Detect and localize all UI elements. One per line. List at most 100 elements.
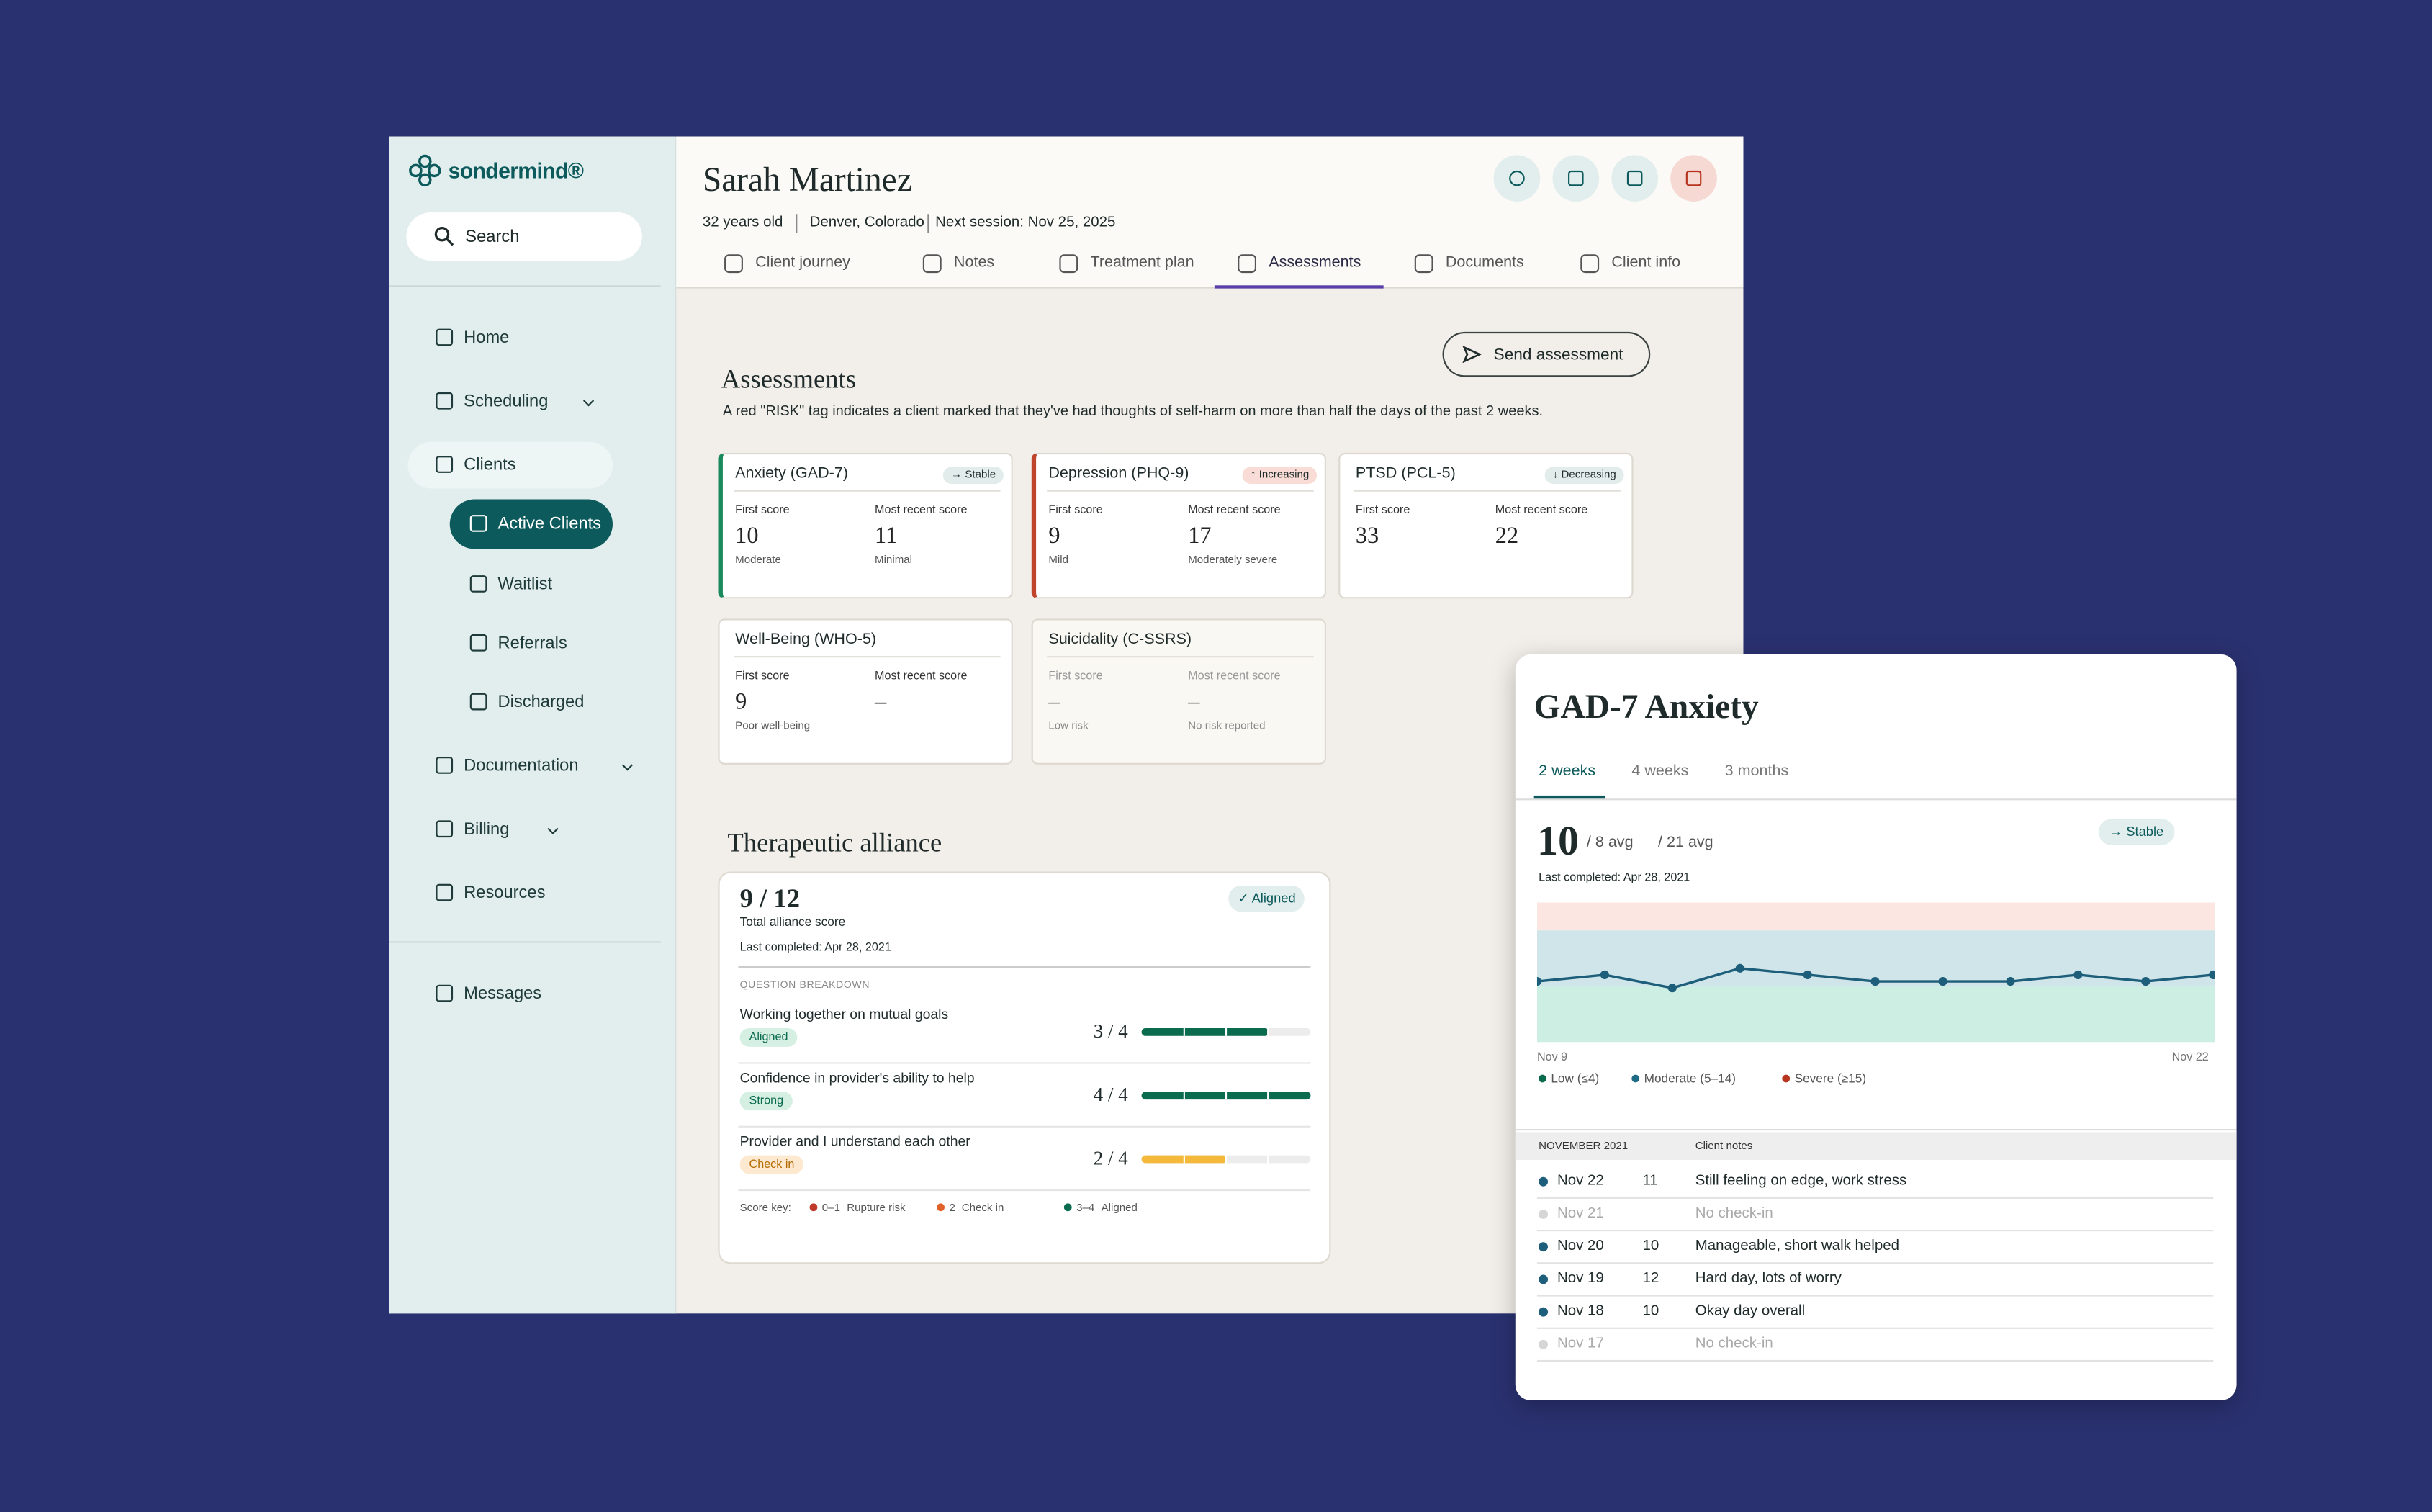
card-title: Depression (PHQ-9) [1048,465,1189,482]
score-point [1600,970,1609,979]
nav-icon [436,328,454,346]
alliance-card [718,871,1331,1264]
segment-gap [1267,1092,1270,1100]
nav-item[interactable]: Discharged [497,692,585,711]
header-action[interactable] [1552,155,1600,202]
assessment-card[interactable] [1031,618,1326,765]
range-tab[interactable]: 3 months [1724,762,1789,780]
row-date: Nov 18 [1557,1302,1604,1320]
score-severity: Poor well-being [735,720,811,732]
assessment-card[interactable] [718,452,1013,599]
score-label: First score [735,503,790,517]
row-date: Nov 21 [1557,1205,1604,1223]
segment-gap [1267,1028,1270,1036]
x-tick-label: Nov 9 [1536,1050,1568,1064]
client-tab[interactable]: Documents [1445,254,1524,271]
score-value: 10 [735,523,759,549]
nav-item[interactable]: Waitlist [497,575,553,593]
nav-item[interactable]: Home [464,328,510,347]
client-tab[interactable]: Client info [1611,254,1681,271]
nav-icon [469,693,487,711]
nav-item[interactable]: Referrals [497,633,567,652]
score-severity: No risk reported [1188,720,1266,732]
row-dot [1539,1176,1549,1187]
card-title: PTSD (PCL-5) [1355,465,1456,482]
key-dot [1063,1203,1072,1212]
nav-icon [469,634,487,652]
row-score: 10 [1642,1238,1659,1256]
nav-item[interactable]: Documentation [464,756,579,775]
nav-icon [436,392,454,410]
send-icon [1462,346,1482,364]
key-range: 0–1 [821,1202,840,1214]
nav-item[interactable]: Active Clients [497,514,602,533]
question-text: Provider and I understand each other [739,1133,970,1148]
alliance-divider [738,966,1311,968]
row-divider [1536,1295,2214,1297]
nav-item[interactable]: Resources [464,883,546,902]
assessment-card[interactable] [718,618,1013,765]
client-tab[interactable]: Client journey [755,254,850,271]
table-month: NOVEMBER 2021 [1539,1140,1629,1152]
legend-label: Moderate (5–14) [1644,1071,1737,1086]
row-date: Nov 19 [1557,1270,1604,1288]
legend-dot [1782,1074,1791,1083]
row-score: 10 [1642,1302,1659,1320]
nav-icon [436,883,454,901]
trend-badge: → Stable [943,467,1004,485]
question-tag: Check in [739,1155,804,1174]
active-clients-highlight[interactable] [449,499,613,549]
card-divider [1354,490,1621,492]
score-severity: Low risk [1048,720,1089,732]
score-point [1735,963,1744,973]
search-placeholder[interactable]: Search [465,227,520,246]
card-divider [734,656,1001,658]
sidebar-divider [389,941,661,943]
client-name: Sarah Martinez [702,159,912,199]
score-label: First score [1048,668,1103,683]
client-tab[interactable]: Notes [953,254,995,271]
key-label: Check in [961,1202,1004,1214]
row-note: Manageable, short walk helped [1695,1238,1900,1256]
gad-table-header [1515,1132,2237,1161]
send-button-label[interactable]: Send assessment [1493,345,1623,364]
score-value: 17 [1188,523,1212,549]
nav-icon [469,575,487,593]
score-value: 22 [1495,523,1519,549]
nav-item[interactable]: Scheduling [464,391,549,410]
avg-total: / 21 avg [1657,834,1713,852]
client-location: Denver, Colorado [809,214,924,232]
score-value: – [1048,689,1060,714]
key-range: 2 [949,1202,955,1214]
score-value: 9 [1048,523,1060,549]
row-note: Okay day overall [1695,1302,1806,1320]
section-title: Assessments [721,364,856,394]
row-divider [1536,1359,2214,1362]
tab-icon [724,254,743,274]
key-divider [738,1189,1311,1192]
section-title: Therapeutic alliance [727,827,942,858]
nav-item[interactable]: Clients [464,455,516,474]
range-tab[interactable]: 2 weeks [1539,762,1596,780]
score-label: Most recent score [1188,503,1281,517]
search-box[interactable] [406,212,642,261]
score-point [1536,977,1541,986]
score-point [2141,977,2150,986]
nav-item[interactable]: Messages [464,984,542,1003]
legend-dot [1539,1074,1546,1083]
action-icon [1509,170,1525,186]
nav-item[interactable]: Billing [464,819,510,839]
nav-icon [436,757,454,774]
header-action[interactable] [1670,155,1717,202]
tab-underline [1214,285,1384,289]
client-tab[interactable]: Assessments [1269,254,1361,271]
send-assessment-button[interactable] [1442,331,1651,377]
range-tab[interactable]: 4 weeks [1631,762,1689,780]
header-action[interactable] [1611,155,1658,202]
client-tab[interactable]: Treatment plan [1090,254,1194,271]
sidebar [389,136,677,1314]
alliance-last-completed: Last completed: Apr 28, 2021 [739,940,891,955]
score-point [1870,977,1880,986]
